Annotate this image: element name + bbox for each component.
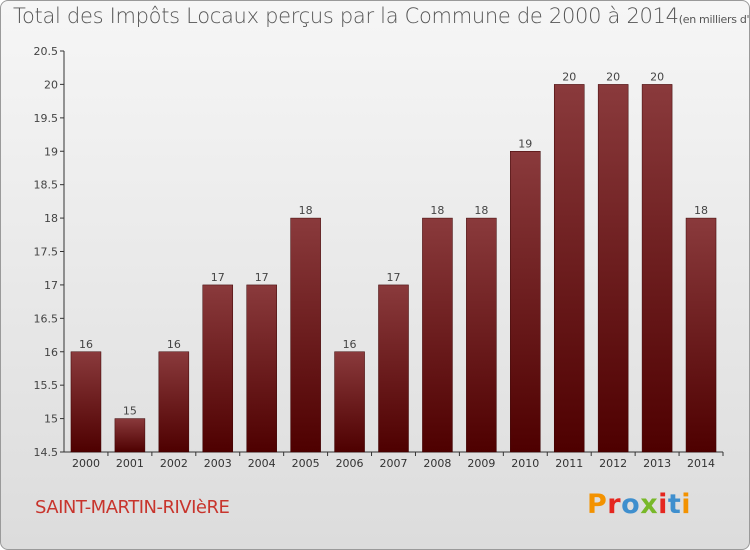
data-label: 19 (518, 137, 532, 150)
logo-letter: x (640, 489, 659, 520)
x-tick-label: 2000 (72, 457, 100, 470)
x-tick-label: 2009 (467, 457, 495, 470)
logo-letter: o (621, 489, 641, 520)
data-label: 18 (694, 204, 708, 217)
data-label: 15 (123, 405, 137, 418)
data-label: 17 (255, 271, 269, 284)
y-tick-label: 18.5 (34, 179, 59, 192)
bar (202, 284, 234, 453)
x-tick-label: 2008 (423, 457, 451, 470)
bar (597, 84, 629, 453)
x-tick-label: 2002 (160, 457, 188, 470)
bar (158, 351, 190, 453)
y-tick-label: 16 (44, 346, 58, 359)
x-tick-label: 2006 (336, 457, 364, 470)
bar (553, 84, 585, 453)
y-tick-label: 15.5 (34, 379, 59, 392)
data-label: 18 (299, 204, 313, 217)
y-tick-label: 14.5 (34, 446, 59, 459)
logo-letter: i (658, 489, 668, 520)
data-label: 16 (167, 338, 181, 351)
y-tick-label: 17 (44, 279, 58, 292)
bar (290, 217, 321, 453)
commune-name: SAINT-MARTIN-RIVIèRE (35, 497, 230, 518)
x-tick-label: 2003 (204, 457, 232, 470)
data-label: 20 (606, 70, 620, 83)
x-tick-label: 2010 (511, 457, 539, 470)
x-tick-label: 2005 (292, 457, 320, 470)
data-label: 17 (211, 271, 225, 284)
x-tick-label: 2013 (643, 457, 671, 470)
bar (334, 351, 365, 453)
logo-letter: r (607, 489, 622, 520)
logo-letter: t (667, 489, 682, 520)
y-tick-label: 18 (44, 212, 58, 225)
bar (114, 418, 146, 453)
x-tick-label: 2004 (248, 457, 276, 470)
unit-text: (en milliers d'€) (678, 13, 750, 26)
x-tick-label: 2012 (599, 457, 627, 470)
bar (510, 151, 541, 453)
y-tick-label: 20 (44, 78, 58, 91)
bar (685, 217, 717, 453)
logo-letter: i (681, 489, 692, 520)
logo-letter: P (587, 489, 608, 520)
y-tick-label: 19.5 (34, 112, 59, 125)
data-label: 16 (79, 338, 93, 351)
y-tick-label: 16.5 (34, 312, 59, 325)
bars (70, 84, 717, 453)
bar (641, 84, 673, 453)
y-tick-label: 15 (44, 413, 58, 426)
bar (422, 217, 453, 453)
y-tick-label: 20.5 (34, 45, 59, 58)
y-tick-label: 17.5 (34, 246, 59, 259)
data-label: 20 (562, 70, 576, 83)
title-text: Total des Impôts Locaux perçus par la Co… (13, 4, 679, 28)
proxiti-logo[interactable]: Proxiti (587, 489, 691, 520)
bar (70, 351, 102, 453)
data-label: 17 (387, 271, 401, 284)
data-label: 16 (343, 338, 357, 351)
chart-title: Total des Impôts Locaux perçus par la Co… (13, 4, 750, 28)
data-labels: 16 15 16 17 17 18 16 17 18 18 19 20 20 20 18 (79, 70, 708, 417)
x-tick-label: 2011 (555, 457, 583, 470)
x-tick-label: 2007 (380, 457, 408, 470)
data-label: 20 (650, 70, 664, 83)
y-tick-label: 19 (44, 145, 58, 158)
data-label: 18 (474, 204, 488, 217)
x-tick-label: 2014 (687, 457, 715, 470)
x-tick-label: 2001 (116, 457, 144, 470)
bar (466, 217, 497, 453)
bar (246, 284, 277, 453)
bar (378, 284, 409, 453)
axes: 14.5 15 15.5 16 16.5 17 17.5 18 18.5 19 19.5 20 20.5… (34, 45, 724, 470)
data-label: 18 (430, 204, 444, 217)
